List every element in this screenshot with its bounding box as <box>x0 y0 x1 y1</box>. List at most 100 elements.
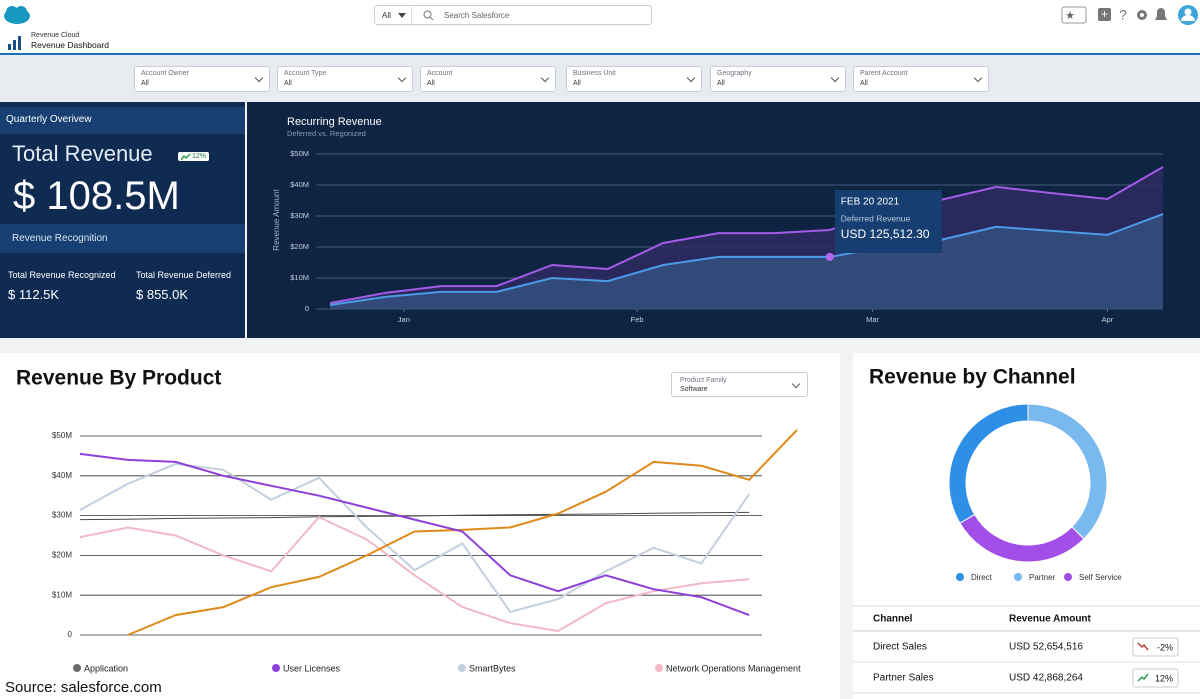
filter-value: All <box>860 80 868 87</box>
chart-title: Revenue By Product <box>16 367 221 390</box>
legend-label: Application <box>84 663 128 673</box>
filter-label: Geography <box>717 70 752 77</box>
filter-dropdown[interactable]: Business Unit All <box>566 66 702 92</box>
chevron <box>973 73 983 83</box>
filter-label: Account Type <box>284 70 327 77</box>
header-icons: ★ + ? <box>1061 5 1198 25</box>
column-header: Channel <box>873 614 913 625</box>
total-label: Total Revenue <box>12 141 153 166</box>
area-fill <box>330 214 1163 309</box>
chevron <box>540 73 550 83</box>
app-name: Revenue Cloud <box>31 32 80 39</box>
tooltip-date: FEB 20 2021 <box>841 197 900 208</box>
source-note: Source: salesforce.com <box>5 679 162 696</box>
deferred-value: $ 855.0K <box>136 287 189 302</box>
search-scope[interactable]: All <box>382 11 391 20</box>
filter-dropdown[interactable]: Parent Account All <box>853 66 989 92</box>
change-badge <box>1132 637 1179 657</box>
change-value: 12% <box>1155 673 1173 683</box>
filter-label: Product Family <box>680 377 727 384</box>
filter-dropdown[interactable]: Account Type All <box>277 66 413 92</box>
total-value: $ 108.5M <box>13 174 180 218</box>
donut-segment <box>959 513 1085 563</box>
y-tick-label: $50M <box>52 431 72 440</box>
series-line <box>329 166 1164 305</box>
tooltip-point <box>825 252 834 261</box>
legend-label: Partner <box>1029 573 1056 582</box>
product-family-filter[interactable]: Product Family Software <box>671 372 808 397</box>
legend-swatch <box>655 664 663 672</box>
y-tick-label: $20M <box>52 551 72 560</box>
legend-swatch <box>1064 573 1072 581</box>
top-bar: All Search Salesforce ★ + ? <box>0 0 1200 32</box>
legend-label: Network Operations Management <box>666 663 801 673</box>
chart-subtitle: Deferred vs. Regonized <box>287 129 366 138</box>
tooltip <box>834 190 942 253</box>
filter-value: All <box>427 80 435 87</box>
change-value: -2% <box>1157 642 1173 652</box>
donut-segment <box>1027 403 1108 540</box>
search-placeholder[interactable]: Search Salesforce <box>444 11 510 20</box>
app-bar: Revenue Cloud Revenue Dashboard <box>0 32 1200 55</box>
filter-value: Software <box>680 386 708 393</box>
svg-text:+: + <box>1101 7 1108 21</box>
chevron <box>791 379 801 389</box>
chevron <box>830 73 840 83</box>
filter-dropdown[interactable]: Account Owner All <box>134 66 270 92</box>
change-icon <box>1137 673 1149 682</box>
filter-label: Account <box>427 70 453 77</box>
divider <box>411 7 412 23</box>
revenue-by-product-chart: Revenue By Product 0 $10M $20M $30M $40M $50M… <box>16 367 801 674</box>
y-tick-label: 0 <box>68 630 73 639</box>
revenue-by-channel-card: Revenue by Channel Direct Partner Self Ser… <box>853 353 1200 699</box>
legend-label: User Licenses <box>283 663 341 673</box>
y-tick-label: $30M <box>52 511 72 520</box>
legend-swatch <box>1014 573 1022 581</box>
chart-title: Revenue by Channel <box>869 366 1076 389</box>
logo <box>4 6 30 24</box>
y-tick-label: $30M <box>290 211 309 220</box>
series-line <box>127 429 798 636</box>
filter-label: Business Unit <box>573 70 616 77</box>
legend-swatch <box>73 664 81 672</box>
change-icon <box>1137 642 1149 651</box>
page-title: Revenue Dashboard <box>31 40 109 50</box>
chevron <box>397 73 407 83</box>
y-tick-label: $10M <box>290 273 309 282</box>
tooltip-label: Deferred Revenue <box>841 213 911 223</box>
y-tick-label: $10M <box>52 590 72 599</box>
filter-value: All <box>573 80 581 87</box>
filter-value: All <box>141 80 149 87</box>
svg-text:?: ? <box>1119 7 1127 23</box>
overview-header <box>0 107 245 134</box>
column-header: Revenue Amount <box>1009 614 1092 625</box>
channel-amount: USD 42,868,264 <box>1009 673 1083 684</box>
scope-caret <box>398 13 406 18</box>
search-box[interactable]: All Search Salesforce <box>374 5 652 25</box>
channel-name: Direct Sales <box>873 642 927 653</box>
filter-dropdown[interactable]: Account All <box>420 66 556 92</box>
chevron <box>254 73 264 83</box>
x-tick-label: Jan <box>398 315 410 324</box>
legend-swatch <box>458 664 466 672</box>
filter-label: Parent Account <box>860 70 908 77</box>
recurring-revenue-chart: Recurring Revenue Deferred vs. Regonized… <box>247 102 1200 338</box>
tooltip-value: USD 125,512.30 <box>841 227 930 241</box>
y-tick-label: $50M <box>290 149 309 158</box>
trend-icon <box>181 153 191 161</box>
product-card <box>0 353 840 699</box>
x-tick-label: Feb <box>631 315 644 324</box>
chart-title: Recurring Revenue <box>287 116 382 128</box>
donut-segment <box>948 403 1029 524</box>
y-tick-label: 0 <box>305 304 309 313</box>
recognition-title: Revenue Recognition <box>12 233 108 244</box>
recognized-value: $ 112.5K <box>8 287 60 302</box>
y-tick-label: $40M <box>52 471 72 480</box>
series-line <box>79 452 750 617</box>
legend-label: Self Service <box>1079 573 1122 582</box>
legend-label: Direct <box>971 573 993 582</box>
filter-value: All <box>717 80 725 87</box>
filter-dropdown[interactable]: Geography All <box>710 66 846 92</box>
filter-value: All <box>284 80 292 87</box>
